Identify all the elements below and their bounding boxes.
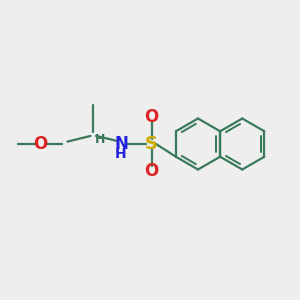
Text: H: H [115, 147, 127, 160]
Text: O: O [144, 108, 159, 126]
Text: N: N [115, 135, 128, 153]
Text: H: H [95, 133, 106, 146]
Text: S: S [145, 135, 158, 153]
Text: O: O [33, 135, 48, 153]
Text: O: O [144, 162, 159, 180]
